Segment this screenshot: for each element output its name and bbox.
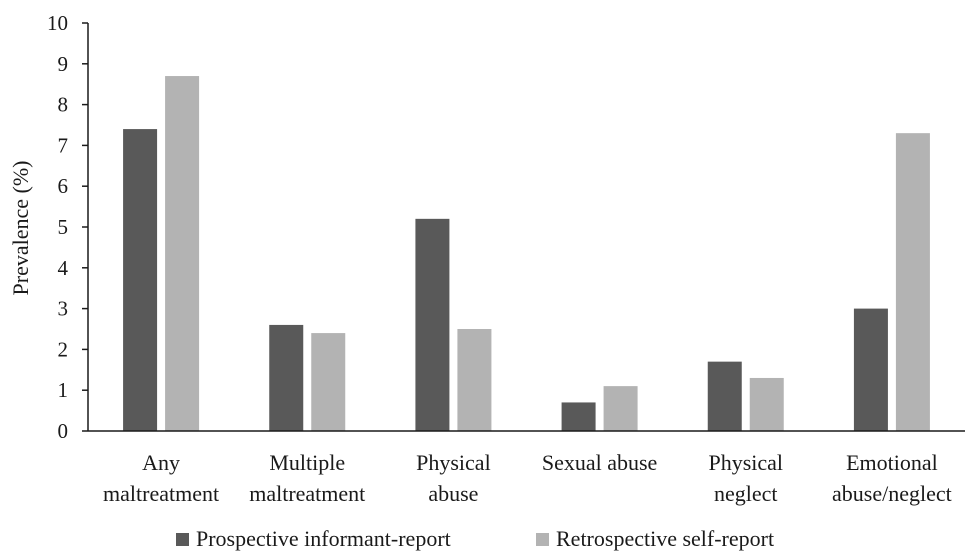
- x-category-label: Physical: [708, 450, 783, 475]
- category-labels: Any maltreatment Multiple maltreatment Physi…: [103, 450, 952, 506]
- legend-swatch: [536, 533, 549, 546]
- legend: Prospective informant-report Retrospectiv…: [176, 526, 774, 551]
- bar-retrospective-0: [165, 76, 200, 431]
- x-category-label: neglect: [714, 481, 778, 506]
- y-axis-ticks: 0 1 2 3 4 5 6 7 8 9 10: [47, 11, 88, 443]
- bar-prospective-1: [269, 324, 304, 431]
- y-tick-label: 6: [58, 174, 69, 198]
- bar-retrospective-3: [603, 386, 638, 431]
- y-tick-label: 7: [58, 133, 69, 157]
- x-category-label: Multiple: [269, 450, 345, 475]
- bar-retrospective-5: [895, 133, 930, 431]
- y-tick-label: 10: [47, 11, 68, 35]
- y-tick-label: 0: [58, 419, 69, 443]
- x-category-label: abuse/neglect: [832, 481, 952, 506]
- legend-label: Prospective informant-report: [196, 526, 451, 551]
- x-category-label: maltreatment: [103, 481, 219, 506]
- y-tick-label: 2: [58, 337, 69, 361]
- y-tick-label: 5: [58, 215, 69, 239]
- bar-prospective-3: [561, 402, 596, 431]
- bar-prospective-0: [123, 129, 158, 431]
- y-tick-label: 3: [58, 297, 69, 321]
- x-category-label: Physical: [416, 450, 491, 475]
- legend-swatch: [176, 533, 189, 546]
- bar-prospective-5: [853, 308, 888, 431]
- y-tick-label: 4: [58, 256, 69, 280]
- bar-prospective-4: [707, 361, 742, 431]
- x-category-label: Any: [142, 450, 180, 475]
- legend-label: Retrospective self-report: [556, 526, 774, 551]
- x-category-label: abuse: [428, 481, 478, 506]
- bars: [123, 76, 930, 431]
- bar-retrospective-4: [749, 377, 784, 431]
- bar-retrospective-2: [457, 329, 492, 431]
- y-tick-label: 8: [58, 93, 69, 117]
- bar-prospective-2: [415, 218, 450, 431]
- x-category-label: maltreatment: [249, 481, 365, 506]
- x-category-label: Emotional: [846, 450, 938, 475]
- bar-retrospective-1: [311, 333, 346, 431]
- x-category-label: Sexual abuse: [542, 450, 657, 475]
- y-tick-label: 9: [58, 52, 69, 76]
- y-axis-title: Prevalence (%): [8, 161, 33, 296]
- y-tick-label: 1: [58, 378, 69, 402]
